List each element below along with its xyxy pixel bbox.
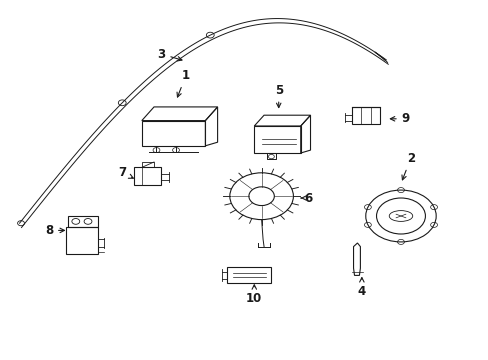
Bar xyxy=(66,227,98,254)
Text: 8: 8 xyxy=(45,224,64,237)
Text: 9: 9 xyxy=(389,112,409,125)
Bar xyxy=(254,126,300,153)
Text: 5: 5 xyxy=(274,84,282,108)
Bar xyxy=(68,216,98,227)
Text: 4: 4 xyxy=(357,278,365,298)
Bar xyxy=(227,267,271,283)
Text: 10: 10 xyxy=(245,285,262,305)
Bar xyxy=(134,167,161,185)
Text: 2: 2 xyxy=(401,152,414,180)
Bar xyxy=(142,121,205,146)
Text: 1: 1 xyxy=(177,69,189,97)
Bar xyxy=(351,107,380,124)
Text: 7: 7 xyxy=(118,166,133,179)
Text: 6: 6 xyxy=(301,192,311,204)
Text: 3: 3 xyxy=(157,48,182,61)
